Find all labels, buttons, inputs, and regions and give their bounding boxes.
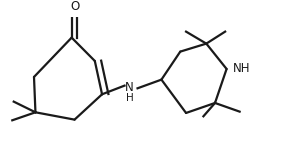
Text: N: N (125, 81, 134, 94)
Text: O: O (70, 0, 79, 13)
Text: H: H (125, 93, 133, 103)
Text: NH: NH (233, 62, 250, 75)
